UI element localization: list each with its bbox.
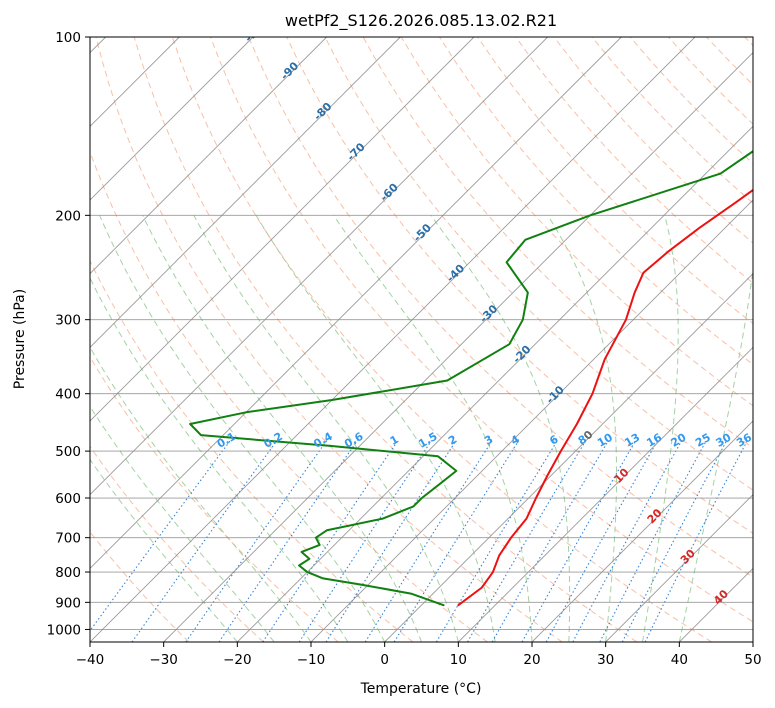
dry-adiabat-line (95, 37, 563, 642)
y-tick-label: 300 (55, 313, 81, 329)
x-tick-label: −40 (76, 652, 105, 668)
moist-adiabat-line (547, 215, 618, 642)
x-axis-ticks: −40 −30 −20 −10 0 10 20 30 40 50 (76, 642, 762, 668)
mixing-ratio-line (644, 440, 748, 642)
dry-adiabat-line (324, 37, 753, 491)
y-tick-label: 1000 (47, 622, 81, 638)
plot-area: -100-90-80-70-60-50-40-30-20-10010203040… (90, 37, 754, 642)
mixing-ratio-line (435, 440, 558, 642)
isotherm-line (531, 420, 753, 642)
dry-adiabat-line (133, 37, 638, 642)
y-tick-label: 600 (55, 491, 81, 507)
x-tick-label: 20 (523, 652, 540, 668)
y-tick-label: 200 (55, 208, 81, 224)
isotherm-line (90, 37, 696, 642)
moist-adiabat-line (333, 215, 533, 642)
mixing-ratio-line (262, 440, 399, 642)
y-tick-label: 400 (55, 387, 81, 403)
x-tick-label: 30 (597, 652, 614, 668)
dry-adiabat-line (286, 37, 753, 534)
chart-title: wetPf2_S126.2026.085.13.02.R21 (285, 11, 557, 31)
isotherm-line (163, 52, 753, 642)
moist-adiabat-line (90, 346, 312, 642)
isotherms (90, 37, 753, 642)
dewpoint-profile-line (189, 150, 753, 607)
temperature-profile-line (457, 188, 753, 607)
mixing-ratio-line (131, 440, 278, 642)
y-tick-label: 900 (55, 595, 81, 611)
dry-adiabat-line (90, 356, 339, 642)
isotherm-line (310, 199, 753, 642)
moist-adiabat-line (99, 215, 386, 642)
moist-adiabat-line (90, 405, 275, 642)
dry-adiabats (90, 37, 753, 642)
isotherm-line (458, 346, 753, 642)
dry-adiabat-line (210, 37, 753, 623)
isotherm-line (90, 37, 327, 275)
y-tick-label: 500 (55, 444, 81, 460)
mixing-ratio-line (298, 440, 432, 642)
mixing-ratio-line (572, 440, 683, 642)
moist-adiabat-line (193, 215, 459, 642)
y-axis-label: Pressure (hPa) (12, 289, 28, 389)
mixing-ratio-line (218, 440, 358, 642)
y-tick-label: 100 (55, 30, 81, 46)
dry-adiabat-line (515, 37, 753, 284)
mixing-ratio-lines (90, 440, 748, 642)
mixing-ratio-label: 36 (734, 431, 754, 450)
mixing-ratio-line (325, 440, 457, 642)
isotherm-line (90, 37, 401, 348)
isotherm-line (605, 494, 753, 642)
mixing-ratio-line (364, 440, 493, 642)
y-axis-ticks: 100 200 300 400 500 600 700 800 900 1000 (47, 30, 90, 638)
profile-series (189, 150, 753, 607)
mixing-ratio-line (467, 440, 587, 642)
x-tick-label: −20 (223, 652, 252, 668)
x-tick-label: 50 (744, 652, 761, 668)
moist-adiabat-line (90, 458, 238, 642)
isotherm-line (90, 37, 475, 422)
moist-adiabats (90, 215, 753, 642)
dry-adiabat-line (248, 37, 753, 578)
dry-adiabat-line (171, 37, 712, 642)
mixing-ratio-line (185, 440, 328, 642)
moist-adiabat-line (642, 215, 679, 642)
dry-adiabat-line (90, 445, 264, 642)
x-tick-label: 10 (450, 652, 467, 668)
y-tick-label: 800 (55, 565, 81, 581)
y-tick-label: 700 (55, 531, 81, 547)
isotherm-line (384, 273, 753, 642)
x-tick-label: −30 (149, 652, 178, 668)
isotherm-line (237, 125, 753, 642)
isotherm-line (90, 37, 548, 496)
x-tick-label: 40 (671, 652, 688, 668)
isotherm-line (90, 37, 254, 201)
moist-adiabat-line (142, 215, 422, 642)
x-axis-label: Temperature (°C) (360, 681, 482, 697)
plot-frame (89, 36, 754, 643)
moist-adiabat-line (430, 215, 571, 642)
mixing-ratio-line (545, 440, 659, 642)
x-tick-label: −10 (297, 652, 326, 668)
x-tick-label: 0 (380, 652, 389, 668)
dry-adiabat-line (90, 259, 414, 642)
mixing-ratio-line (521, 440, 637, 642)
moist-adiabat-line (678, 265, 753, 642)
mixing-ratio-line (90, 440, 231, 632)
isotherm-line (90, 37, 622, 569)
